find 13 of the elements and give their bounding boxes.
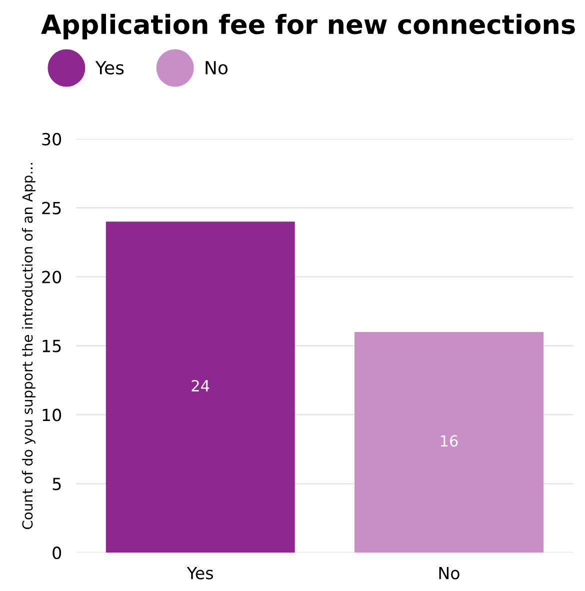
y-tick-label: 30 xyxy=(42,132,62,146)
data-label: 16 xyxy=(440,435,458,447)
y-tick-label: 0 xyxy=(52,546,62,560)
data-label: 24 xyxy=(192,380,210,392)
y-tick-label: 20 xyxy=(42,270,62,284)
y-tick-label: 15 xyxy=(42,340,61,352)
y-axis-title: Count of do you support the introduction of an App... xyxy=(22,163,36,530)
y-tick-label: 5 xyxy=(52,478,61,490)
chart-title: Application fee for new connections xyxy=(41,14,575,40)
y-tick-label: 10 xyxy=(42,408,62,422)
legend-label: Yes xyxy=(95,61,124,75)
y-tick-label: 25 xyxy=(42,202,61,214)
legend-label: No xyxy=(206,61,228,75)
